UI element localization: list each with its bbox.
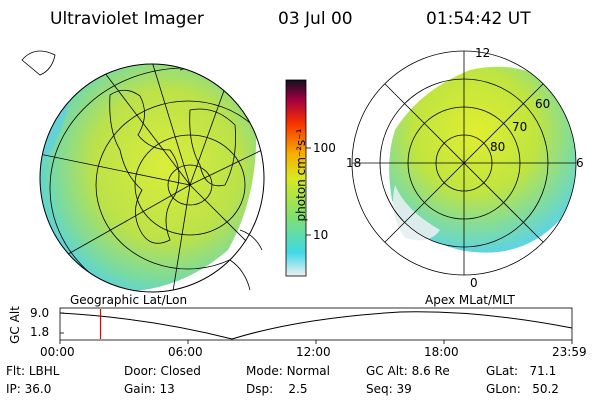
- status-dsp: Dsp: 2.5: [246, 382, 308, 396]
- orbit-ytick-9: 9.0: [30, 306, 50, 320]
- date-label: 03 Jul 00: [278, 9, 353, 29]
- status-glon: GLon: 50.2: [486, 382, 559, 396]
- polar-map-panel: [351, 50, 577, 276]
- polar-emission-region: [389, 66, 576, 253]
- colorbar-tick-10: 10: [313, 228, 329, 242]
- polar-grid: [351, 50, 577, 276]
- status-gain: Gain: 13: [124, 382, 175, 396]
- status-mode: Mode: Normal: [246, 364, 330, 378]
- geo-panel-label: Geographic Lat/Lon: [70, 293, 188, 307]
- orbit-xtick-0600: 06:00: [168, 345, 203, 359]
- status-gc-alt: GC Alt: 8.6 Re: [366, 364, 450, 378]
- orbit-altitude-plot: [59, 307, 573, 344]
- mlat-label-80: 80: [490, 140, 506, 154]
- mlt-label-18: 18: [346, 156, 362, 170]
- colorbar: [285, 79, 307, 277]
- mlt-label-0: 0: [470, 276, 478, 290]
- status-glat: GLat: 71.1: [486, 364, 557, 378]
- time-label: 01:54:42 UT: [426, 9, 531, 29]
- mlat-label-60: 60: [535, 97, 551, 111]
- orbit-xtick-1800: 18:00: [424, 345, 459, 359]
- mlt-label-12: 12: [475, 46, 491, 60]
- orbit-xtick-2359: 23:59: [552, 345, 587, 359]
- status-ip: IP: 36.0: [6, 382, 52, 396]
- orbit-ylabel: GC Alt: [8, 306, 22, 344]
- colorbar-unit-label: photon cm⁻²s⁻¹: [294, 128, 308, 222]
- geo-limb: [39, 63, 265, 293]
- geographic-map-panel: [40, 64, 264, 292]
- altitude-curve: [59, 311, 573, 340]
- orbit-xtick-1200: 12:00: [296, 345, 331, 359]
- mlat-label-70: 70: [512, 120, 528, 134]
- status-flt: Flt: LBHL: [6, 364, 60, 378]
- mlt-label-6: 6: [576, 156, 584, 170]
- status-door: Door: Closed: [124, 364, 201, 378]
- geo-emission-region: [40, 64, 257, 292]
- status-seq: Seq: 39: [366, 382, 412, 396]
- colorbar-tick-100: 100: [313, 141, 336, 155]
- orbit-xtick-0000: 00:00: [40, 345, 75, 359]
- continent-outlines: [40, 64, 236, 244]
- instrument-title: Ultraviolet Imager: [50, 9, 204, 29]
- orbit-ytick-1-8: 1.8: [30, 325, 50, 339]
- polar-panel-label: Apex MLat/MLT: [425, 293, 515, 307]
